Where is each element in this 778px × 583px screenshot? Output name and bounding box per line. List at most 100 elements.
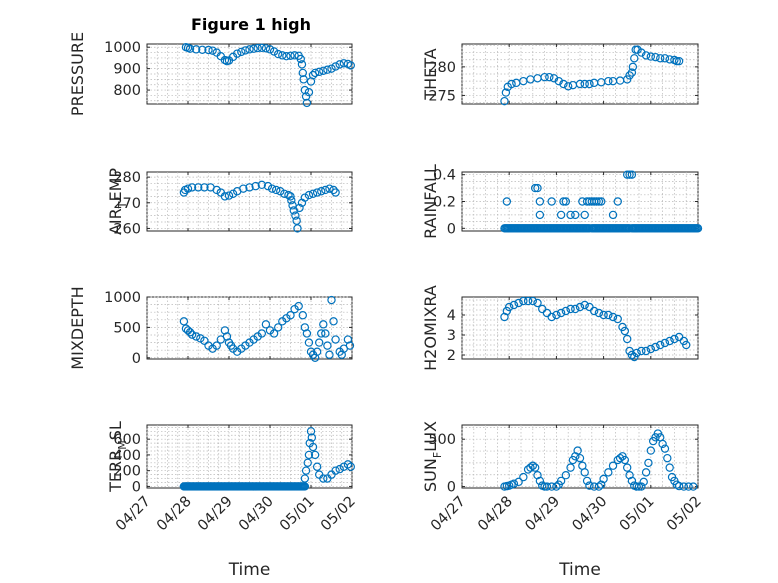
data-point [620, 455, 630, 465]
data-point [291, 211, 300, 220]
data-point [509, 300, 519, 310]
data-point [335, 464, 344, 474]
data-point [308, 442, 318, 452]
data-point [585, 481, 594, 490]
data-point [335, 60, 344, 69]
pressure-grid [146, 44, 353, 104]
pressure-series [181, 43, 355, 108]
data-point [183, 184, 193, 193]
figure-title: Figure 1 high [191, 15, 311, 34]
data-point [307, 433, 317, 442]
data-point [519, 472, 528, 482]
data-point [637, 48, 646, 57]
data-point [317, 329, 326, 338]
rainfall-grid [461, 172, 699, 231]
x-tick-label: 04/30 [570, 494, 611, 535]
data-point [549, 74, 559, 83]
y-tick-label: 3 [447, 328, 456, 344]
data-point [672, 56, 681, 66]
data-point [530, 463, 540, 472]
data-point [286, 51, 295, 60]
data-point [599, 310, 608, 320]
data-point [580, 300, 589, 310]
y-tick-label: 275 [428, 88, 456, 104]
data-point [187, 183, 197, 192]
y-tick-label: 500 [113, 320, 141, 336]
data-point [237, 47, 246, 57]
data-point [257, 43, 266, 53]
data-point [269, 47, 279, 56]
x-tick-label: 05/01 [277, 494, 318, 535]
data-point [300, 193, 310, 202]
data-point [674, 56, 684, 66]
data-point [580, 468, 589, 477]
data-point [509, 479, 519, 488]
data-point [639, 477, 648, 487]
data-point [249, 44, 258, 53]
data-point [623, 334, 632, 344]
data-point [571, 304, 580, 314]
y-tick-label: 280 [428, 60, 456, 76]
data-point [263, 181, 273, 191]
data-point [265, 45, 275, 54]
data-point [660, 338, 670, 348]
data-point [274, 323, 283, 332]
data-point [323, 341, 332, 350]
data-point [615, 453, 625, 463]
data-point [674, 481, 684, 491]
data-point [554, 76, 563, 86]
data-point [552, 310, 561, 320]
data-point [327, 295, 336, 305]
data-point [295, 203, 304, 213]
data-point [304, 338, 314, 347]
data-point [535, 197, 545, 206]
data-point [312, 347, 322, 356]
y-axis-label: H2OMIXRA [421, 285, 440, 371]
x-tick-label: 04/28 [475, 494, 516, 535]
data-point [257, 180, 266, 190]
y-tick-label: 0 [132, 479, 141, 495]
data-point [627, 476, 637, 486]
data-point [561, 197, 571, 206]
data-point [634, 482, 644, 491]
data-point [641, 346, 651, 356]
data-point [670, 334, 679, 344]
data-point [528, 461, 538, 470]
data-point [535, 476, 545, 486]
sun-flux-series [500, 429, 698, 491]
data-point [585, 79, 594, 89]
data-point [575, 302, 585, 312]
data-point [261, 320, 271, 329]
y-tick-label: 1000 [104, 290, 141, 306]
data-point [286, 192, 295, 201]
data-point [196, 334, 205, 343]
y-axis-label: TERRMSL [106, 421, 129, 493]
data-point [533, 298, 542, 308]
data-point [323, 65, 332, 74]
data-point [191, 332, 201, 341]
data-point [327, 64, 336, 73]
data-point [312, 462, 322, 471]
data-point [589, 306, 599, 316]
data-point [613, 314, 622, 324]
data-point [331, 188, 340, 197]
data-point [321, 185, 330, 195]
data-point [253, 43, 262, 53]
data-point [566, 210, 575, 220]
data-point [302, 329, 312, 338]
data-point [566, 304, 575, 314]
h2omixra-series [500, 296, 691, 362]
data-point [346, 61, 355, 70]
data-point [580, 210, 589, 220]
mixdepth-grid [146, 296, 353, 359]
data-point [564, 82, 573, 91]
data-point [641, 51, 651, 60]
x-axis-label: Time [228, 560, 271, 580]
y-axis-label: PRESSURE [68, 32, 87, 116]
y-tick-label: 270 [113, 196, 141, 212]
theta-series [500, 45, 684, 106]
